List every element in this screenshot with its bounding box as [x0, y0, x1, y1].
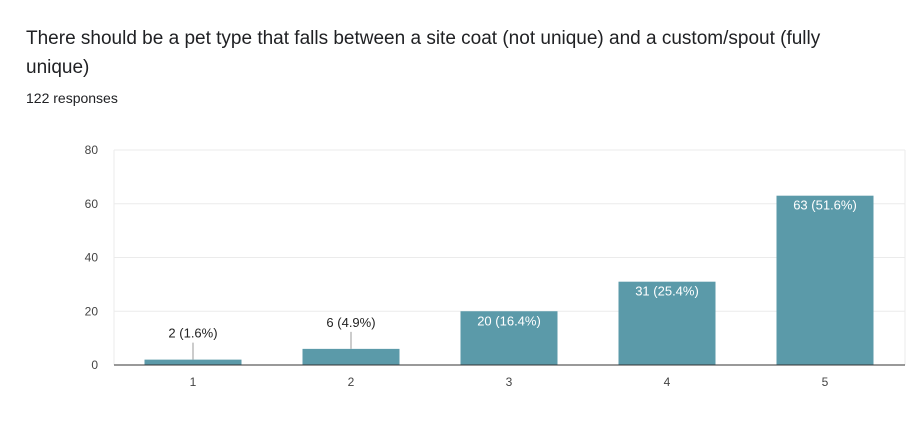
question-title: There should be a pet type that falls be… — [26, 28, 821, 78]
bar — [460, 311, 558, 365]
bar — [776, 195, 874, 365]
bar — [302, 348, 400, 365]
data-label: 63 (51.6%) — [793, 198, 857, 213]
y-tick-label: 0 — [91, 358, 98, 372]
data-label: 20 (16.4%) — [477, 313, 541, 328]
bars — [144, 195, 874, 365]
y-tick-label: 20 — [85, 304, 99, 318]
response-count: 122 responses — [26, 90, 118, 106]
x-tick-label: 1 — [190, 375, 197, 389]
y-tick-label: 80 — [85, 143, 99, 157]
data-labels: 2 (1.6%) 6 (4.9%) 20 (16.4%) 31 (25.4%) 63 (… — [168, 198, 857, 360]
x-tick-label: 4 — [664, 375, 671, 389]
y-tick-label: 40 — [85, 251, 99, 265]
bar — [618, 281, 716, 365]
x-tick-label: 3 — [506, 375, 513, 389]
y-tick-label: 60 — [85, 197, 99, 211]
x-axis-ticks: 1 2 3 4 5 — [190, 375, 829, 389]
x-tick-label: 5 — [822, 375, 829, 389]
y-axis-ticks: 0 20 40 60 80 — [85, 143, 99, 372]
data-label: 2 (1.6%) — [168, 326, 217, 341]
data-label: 31 (25.4%) — [635, 284, 699, 299]
x-tick-label: 2 — [348, 375, 355, 389]
data-label: 6 (4.9%) — [326, 315, 375, 330]
bar — [144, 359, 242, 365]
